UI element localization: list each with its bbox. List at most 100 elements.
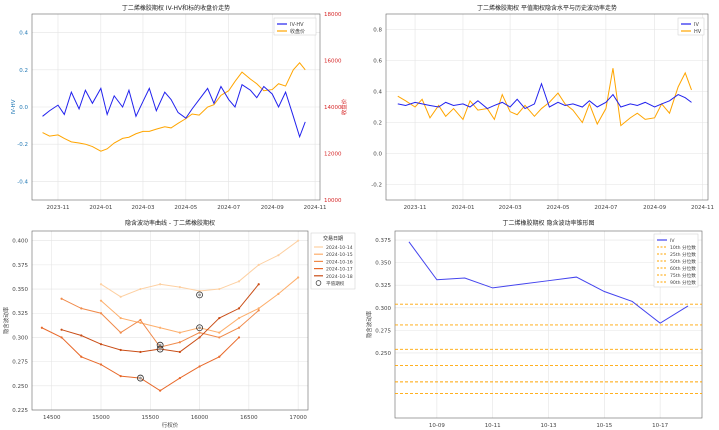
y-tick-label: 0.250 (375, 351, 391, 357)
data-point (178, 341, 181, 344)
data-point (60, 328, 63, 331)
legend-label: 90th 分位数 (670, 279, 696, 286)
data-point (277, 254, 280, 257)
data-point (60, 336, 63, 339)
atm-marker (196, 291, 203, 299)
y-tick-label: 0.0 (373, 152, 382, 158)
data-point (119, 375, 122, 378)
data-point (237, 280, 241, 283)
data-point (218, 316, 221, 320)
legend-label: IV (694, 22, 699, 28)
plot-frame (394, 230, 703, 419)
x-tick-label: 10-09 (429, 423, 445, 429)
data-point (119, 331, 122, 334)
chart-title: 丁二烯橡胶期权 隐含波动率锥形图 (503, 219, 595, 227)
y-tick-label: 0.6 (373, 59, 382, 65)
data-point (99, 312, 103, 315)
y-tick-label: 0.300 (12, 335, 28, 341)
data-point (178, 376, 181, 380)
x-tick-label: 2024-03 (499, 205, 522, 211)
y-tick-label: 0.375 (12, 263, 28, 269)
plot-frame (31, 13, 321, 201)
data-point (198, 336, 201, 339)
data-point (159, 346, 162, 349)
data-point (119, 348, 122, 352)
legend-title: 交易日期 (323, 235, 343, 242)
legend-label: 2024-10-18 (326, 274, 353, 280)
atm-marker-core (139, 376, 142, 380)
y2-tick-label: 14000 (324, 105, 342, 111)
data-point (218, 331, 221, 334)
y-tick-label: 0.275 (375, 328, 391, 334)
data-point (178, 350, 181, 354)
y-tick-label: 0.4 (19, 31, 28, 37)
y-tick-label: 0.4 (373, 90, 382, 96)
legend-label: 平值期权 (326, 280, 345, 287)
data-point (257, 307, 260, 310)
x-tick-label: 14500 (43, 415, 61, 421)
data-point (277, 292, 280, 295)
x-tick-label: 2024-01 (89, 205, 112, 211)
series-hv-line (397, 68, 692, 127)
data-point (159, 283, 162, 286)
x-tick-label: 15500 (142, 415, 160, 421)
data-point (198, 365, 201, 368)
data-point (119, 295, 122, 298)
data-point (297, 239, 300, 242)
x-tick-label: 2024-07 (217, 205, 240, 211)
legend-label: 2024-10-15 (326, 252, 353, 258)
atm-marker (196, 324, 203, 332)
legend-label: 10th 分位数 (670, 244, 696, 251)
data-point (218, 287, 221, 291)
y-tick-label: 0.275 (12, 360, 28, 366)
legend-label: 2024-10-16 (326, 259, 353, 265)
data-point (99, 283, 103, 286)
data-point (237, 336, 241, 339)
data-point (99, 363, 103, 366)
data-point (119, 316, 122, 320)
y-tick-label: 0.325 (375, 283, 391, 289)
y2-tick-label: 10000 (324, 198, 342, 204)
y-tick-label: -0.2 (371, 183, 382, 189)
atm-marker-core (198, 293, 201, 297)
x-tick-label: 10-17 (652, 423, 668, 429)
x-tick-label: 2024-05 (174, 205, 197, 211)
data-point (257, 283, 260, 286)
legend-label: 25th 分位数 (670, 251, 696, 258)
x-tick-label: 2023-11 (46, 205, 69, 211)
chart-title: 丁二烯橡胶期权 平值期权隐含水平与历史波动率走势 (477, 4, 617, 12)
series-iv-hv-line (42, 83, 306, 139)
data-point (257, 309, 260, 312)
data-point (178, 286, 181, 289)
x-tick-label: 10-13 (541, 423, 557, 429)
y-tick-label: 0.2 (19, 68, 28, 74)
plot-frame (31, 230, 309, 411)
data-point (178, 331, 181, 334)
chart-title: 丁二烯橡胶期权 IV-HV和标的收盘价走势 (122, 4, 230, 12)
data-point (99, 343, 103, 346)
data-point (218, 336, 221, 339)
legend-label: 收盘价 (290, 28, 305, 35)
data-point (237, 326, 241, 329)
y-axis-label: 隐含波动率 (365, 310, 373, 338)
data-point (139, 287, 142, 291)
y-tick-label: 0.350 (375, 261, 391, 267)
plot-frame (385, 13, 709, 201)
x-tick-label: 2024-09 (643, 205, 666, 211)
series-close-price-line (42, 62, 306, 152)
data-point (198, 331, 201, 334)
legend-label: HV (694, 29, 702, 35)
series-iv-line (408, 241, 689, 324)
y-tick-label: 0.225 (12, 408, 28, 414)
x-tick-label: 2024-11 (691, 205, 714, 211)
y-tick-label: 0.250 (12, 384, 28, 390)
series-iv-line (397, 82, 692, 110)
legend-label: 50th 分位数 (670, 258, 696, 265)
data-point (80, 307, 83, 310)
data-point (297, 276, 300, 279)
x-tick-label: 2024-07 (594, 205, 617, 211)
x-tick-label: 2024-01 (451, 205, 474, 211)
x-tick-label: 17000 (289, 415, 307, 421)
y-axis-label: IV-HV (11, 99, 17, 114)
